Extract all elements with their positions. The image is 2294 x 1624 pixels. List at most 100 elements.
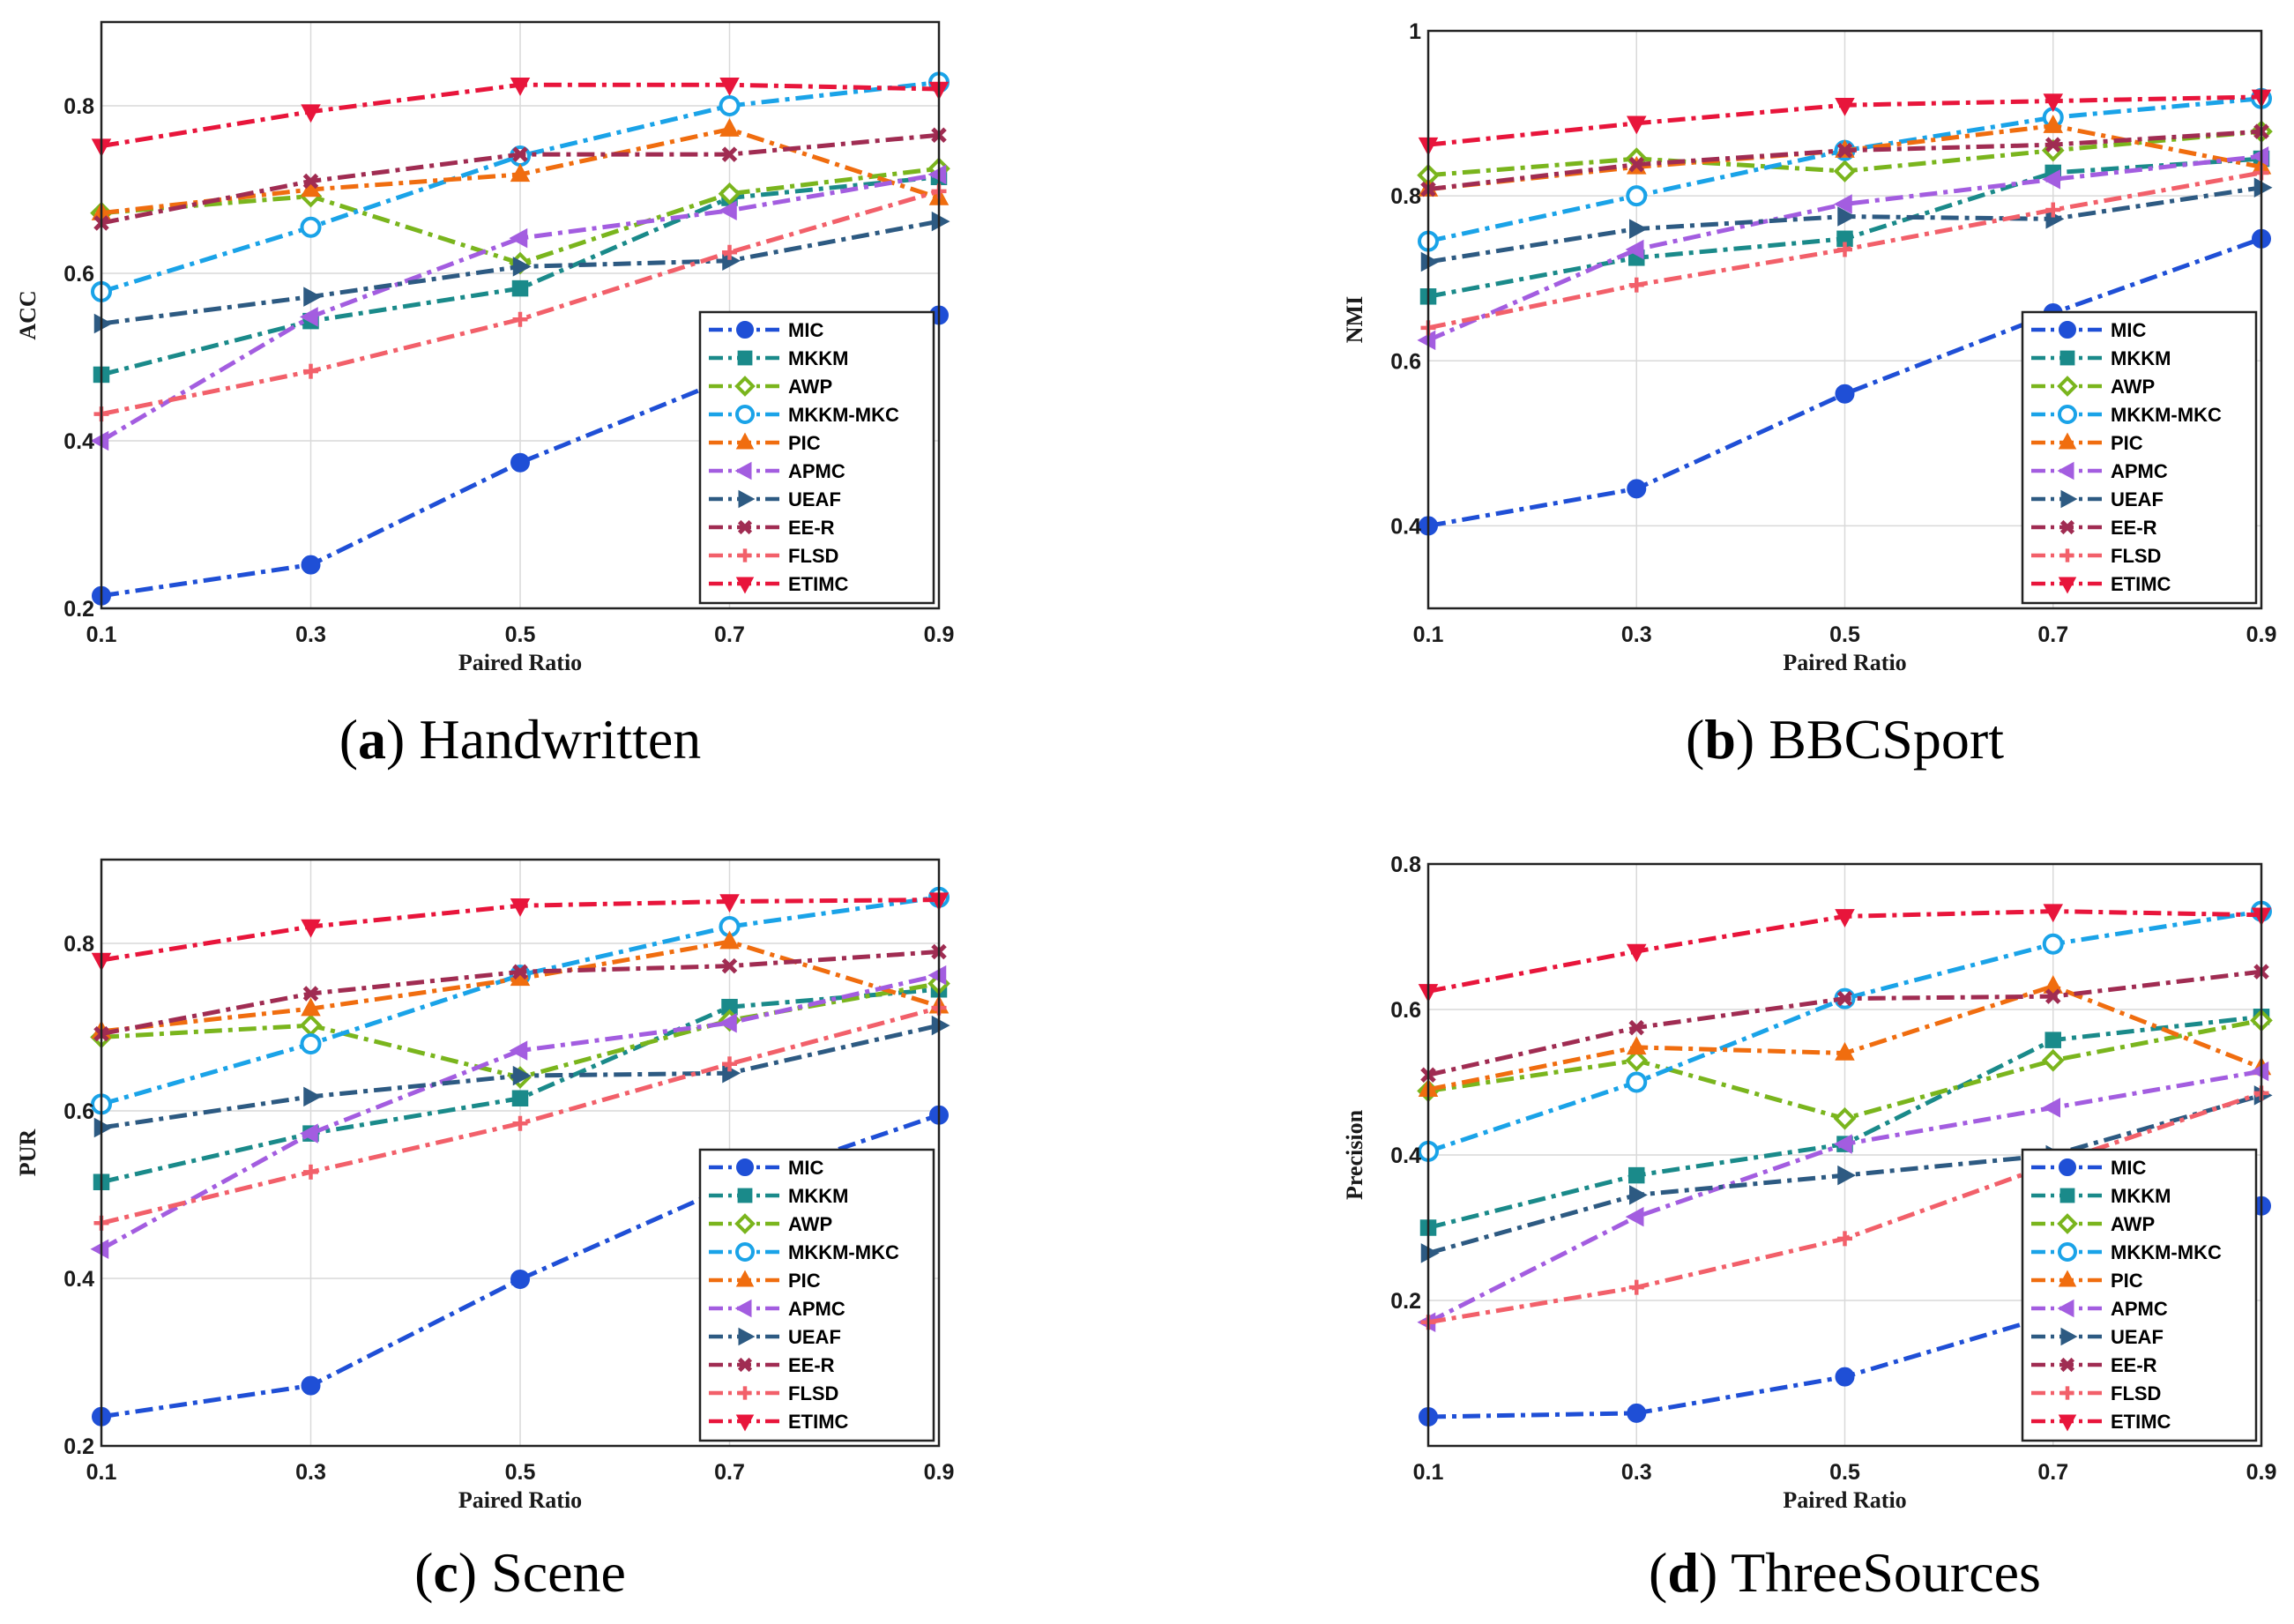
legend-marker: [738, 548, 752, 562]
legend-marker: [735, 1242, 755, 1262]
legend-label: MKKM: [788, 347, 848, 369]
legend-item-apmc: APMC: [709, 460, 845, 482]
legend-marker: [2059, 1158, 2076, 1176]
data-point-mic: [1835, 1367, 1855, 1387]
x-axis-label: Paired Ratio: [458, 650, 582, 675]
legend-label: MKKM-MKC: [788, 1241, 899, 1263]
legend-item-mic: MIC: [2031, 319, 2146, 341]
data-point-mkkm-mkc: [2042, 933, 2064, 955]
legend-item-pic: PIC: [709, 1270, 821, 1292]
data-point-mic: [510, 452, 530, 473]
panel-caption: (b) BBCSport: [1686, 708, 2004, 771]
data-point-flsd: [2045, 202, 2061, 218]
legend-label: APMC: [2111, 460, 2168, 482]
series-ueaf: [93, 1015, 950, 1138]
x-tick-label: 0.5: [1829, 1460, 1860, 1485]
legend-label: ETIMC: [2111, 1411, 2171, 1433]
axes-box: [1426, 29, 2263, 610]
legend-item-mic: MIC: [709, 1157, 823, 1179]
legend-marker: [738, 1327, 756, 1346]
data-point-etimc: [301, 919, 321, 938]
legend-label: PIC: [788, 432, 821, 454]
legend-label: MKKM-MKC: [2111, 404, 2222, 426]
data-point-apmc: [2250, 1061, 2269, 1082]
x-tick-label: 0.3: [1621, 1460, 1652, 1485]
data-point-ueaf: [2253, 177, 2273, 198]
y-tick-label: 0.8: [1390, 184, 1421, 209]
data-point-flsd: [1628, 277, 1644, 293]
data-point-awp: [1833, 160, 1857, 183]
x-tick-label: 0.9: [2246, 1460, 2277, 1485]
legend: MIC MKKM AWP MKKM-MKC PIC APMC UEAF EE-R FLSD ETI…: [698, 1148, 935, 1442]
legend-item-mkkm-mkc: MKKM-MKC: [709, 404, 899, 426]
data-point-ueaf: [303, 287, 323, 307]
data-point-mkkm-mkc: [300, 216, 322, 238]
data-point-flsd: [1837, 242, 1852, 257]
legend-marker: [737, 1357, 753, 1373]
data-point-ueaf: [1837, 206, 1857, 227]
data-point-pic: [719, 930, 740, 950]
legend-item-mkkm: MKKM: [2031, 347, 2171, 369]
legend-item-ueaf: UEAF: [2031, 1326, 2164, 1348]
legend-marker: [736, 321, 754, 339]
legend-marker: [735, 405, 755, 424]
y-tick-label: 0.6: [1390, 349, 1421, 374]
data-point-flsd: [512, 311, 528, 327]
legend: MIC MKKM AWP MKKM-MKC PIC APMC UEAF EE-R FLSD ETI…: [2021, 310, 2258, 605]
data-point-etimc: [510, 898, 531, 917]
series-ueaf: [1420, 177, 2273, 272]
caption-letter: d: [1667, 1541, 1699, 1604]
data-point-awp: [2041, 1048, 2065, 1072]
series-etimc: [91, 892, 950, 972]
series-apmc: [90, 965, 947, 1260]
legend-label: ETIMC: [788, 1411, 849, 1433]
legend-marker: [2059, 1188, 2075, 1203]
legend-item-etimc: ETIMC: [2031, 573, 2171, 595]
data-point-apmc: [927, 965, 947, 986]
legend-item-ee-r: EE-R: [709, 517, 835, 539]
legend-label: APMC: [788, 460, 845, 482]
data-point-ueaf: [1837, 1165, 1857, 1186]
data-point-ueaf: [303, 1086, 323, 1107]
data-point-mic: [1627, 479, 1647, 499]
legend-marker: [737, 350, 753, 366]
x-tick-label: 0.1: [86, 1460, 117, 1485]
legend-label: PIC: [2111, 1270, 2143, 1292]
data-point-ee-r: [512, 964, 528, 980]
legend-marker: [738, 1386, 752, 1400]
legend-item-flsd: FLSD: [2031, 1382, 2161, 1404]
series-line-mic: [101, 313, 940, 599]
data-point-etimc: [719, 78, 740, 96]
data-point-flsd: [303, 363, 318, 379]
legend-marker: [2058, 1414, 2077, 1432]
legend-marker: [2058, 405, 2077, 424]
x-tick-label: 0.7: [2037, 622, 2068, 647]
data-point-awp: [1625, 1048, 1649, 1072]
legend-marker: [2057, 1213, 2078, 1234]
data-point-mic: [1835, 384, 1855, 404]
legend-item-mic: MIC: [709, 319, 823, 341]
data-point-ee-r: [302, 173, 319, 190]
x-axis-label: Paired Ratio: [1783, 1487, 1906, 1513]
legend-item-pic: PIC: [2031, 1270, 2143, 1292]
data-point-etimc: [1626, 943, 1647, 963]
legend-item-apmc: APMC: [2031, 1298, 2168, 1320]
legend-item-apmc: APMC: [2031, 460, 2168, 482]
data-point-apmc: [2042, 1098, 2060, 1118]
panel-caption: (a) Handwritten: [339, 708, 702, 771]
data-point-ueaf: [1629, 219, 1648, 239]
legend-label: PIC: [788, 1270, 821, 1292]
caption-name: ThreeSources: [1717, 1541, 2041, 1604]
series-line-flsd: [101, 1005, 940, 1225]
panel-b: 0.1 0.3 0.5 0.7 0.9 0.4 0.6 0.8 1 Paired Ratio NMI…: [1342, 19, 2276, 771]
data-point-flsd: [722, 244, 737, 260]
series-apmc: [90, 164, 947, 451]
legend-label: UEAF: [788, 488, 841, 510]
legend-item-awp: AWP: [709, 1213, 832, 1235]
legend-item-flsd: FLSD: [709, 545, 838, 567]
data-point-ueaf: [931, 211, 950, 232]
data-point-ueaf: [931, 1015, 950, 1036]
legend-label: PIC: [2111, 432, 2143, 454]
x-tick-label: 0.1: [1413, 1460, 1444, 1485]
data-point-ee-r: [721, 146, 738, 162]
